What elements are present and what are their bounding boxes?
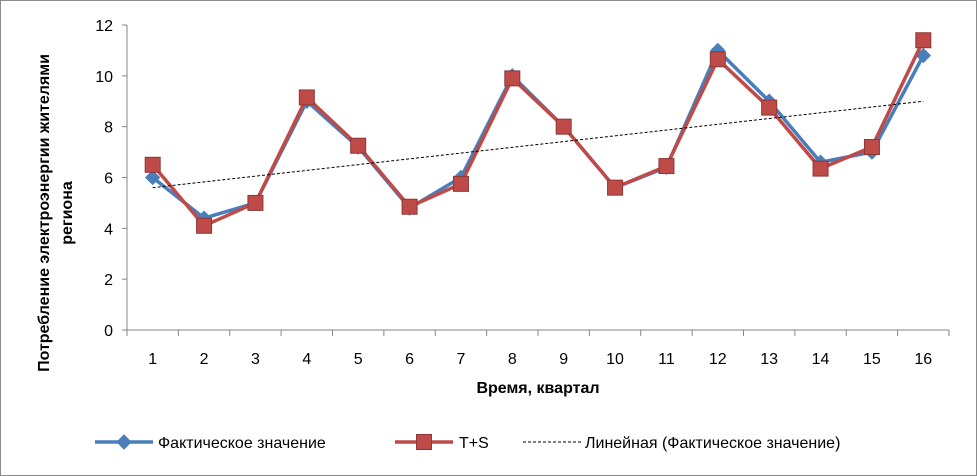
x-tick-label: 11 bbox=[658, 351, 675, 368]
series-2-point bbox=[915, 32, 932, 49]
series-2-point bbox=[709, 51, 726, 68]
series-2-point bbox=[555, 118, 572, 135]
x-tick-label: 12 bbox=[709, 351, 727, 368]
series-2-point bbox=[298, 89, 315, 106]
x-tick-label: 4 bbox=[302, 351, 311, 368]
x-tick-label: 8 bbox=[508, 351, 517, 368]
x-tick-label: 2 bbox=[200, 351, 209, 368]
x-tick-label: 10 bbox=[606, 351, 624, 368]
y-tick-label: 0 bbox=[104, 323, 113, 340]
x-tick-label: 5 bbox=[354, 351, 363, 368]
y-axis-title-line-2: региона bbox=[59, 181, 76, 245]
x-tick-label: 9 bbox=[559, 351, 568, 368]
trendline bbox=[152, 100, 924, 189]
series-2-point bbox=[144, 156, 161, 173]
series-2-point bbox=[350, 137, 367, 154]
series-1-point bbox=[144, 169, 161, 186]
series-2-point bbox=[401, 198, 418, 215]
series-2-point bbox=[504, 70, 521, 87]
series-2-point bbox=[761, 99, 778, 116]
series-2-point bbox=[812, 160, 829, 177]
series-2-point bbox=[452, 175, 469, 192]
legend-marker-series-2 bbox=[416, 434, 432, 450]
y-tick-label: 8 bbox=[104, 120, 113, 137]
x-tick-label: 15 bbox=[863, 351, 881, 368]
y-tick-label: 2 bbox=[104, 272, 113, 289]
y-axis-title: Потребление электроэнергии жителями bbox=[36, 54, 53, 372]
series-line-1 bbox=[151, 48, 925, 220]
y-tick-label: 4 bbox=[104, 221, 113, 238]
x-tick-label: 6 bbox=[405, 351, 414, 368]
y-tick-label: 10 bbox=[95, 69, 113, 86]
series-2-point bbox=[658, 158, 675, 175]
legend-label-trendline: Линейная (Фактическое значение) bbox=[585, 435, 840, 452]
x-axis-title: Время, квартал bbox=[476, 380, 599, 397]
x-tick-label: 13 bbox=[760, 351, 778, 368]
legend-label-series-2: T+S bbox=[459, 435, 489, 452]
x-tick-label: 3 bbox=[251, 351, 260, 368]
x-tick-label: 16 bbox=[914, 351, 932, 368]
y-tick-label: 6 bbox=[104, 171, 113, 188]
x-tick-label: 7 bbox=[456, 351, 465, 368]
legend-label-series-1: Фактическое значение bbox=[158, 435, 326, 452]
legend-marker-series-1 bbox=[116, 434, 132, 450]
x-tick-label: 14 bbox=[812, 351, 830, 368]
y-tick-label: 12 bbox=[95, 18, 113, 35]
series-2-point bbox=[196, 217, 213, 234]
series-2-point bbox=[607, 179, 624, 196]
series-2-point bbox=[247, 194, 264, 211]
series-line-2 bbox=[151, 39, 925, 228]
series-2-point bbox=[863, 139, 880, 155]
x-tick-label: 1 bbox=[148, 351, 157, 368]
